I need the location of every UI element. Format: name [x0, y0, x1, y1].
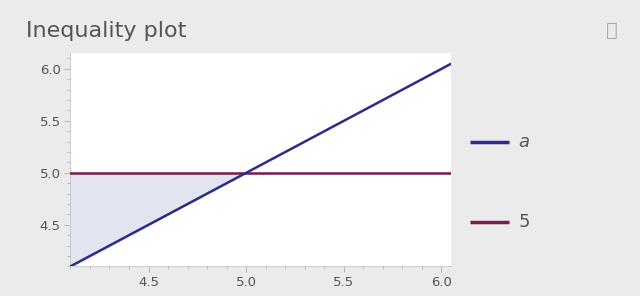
Text: a: a [518, 133, 529, 151]
Text: 5: 5 [518, 213, 530, 231]
Text: Inequality plot: Inequality plot [26, 21, 186, 41]
Text: ⦿: ⦿ [606, 21, 618, 40]
